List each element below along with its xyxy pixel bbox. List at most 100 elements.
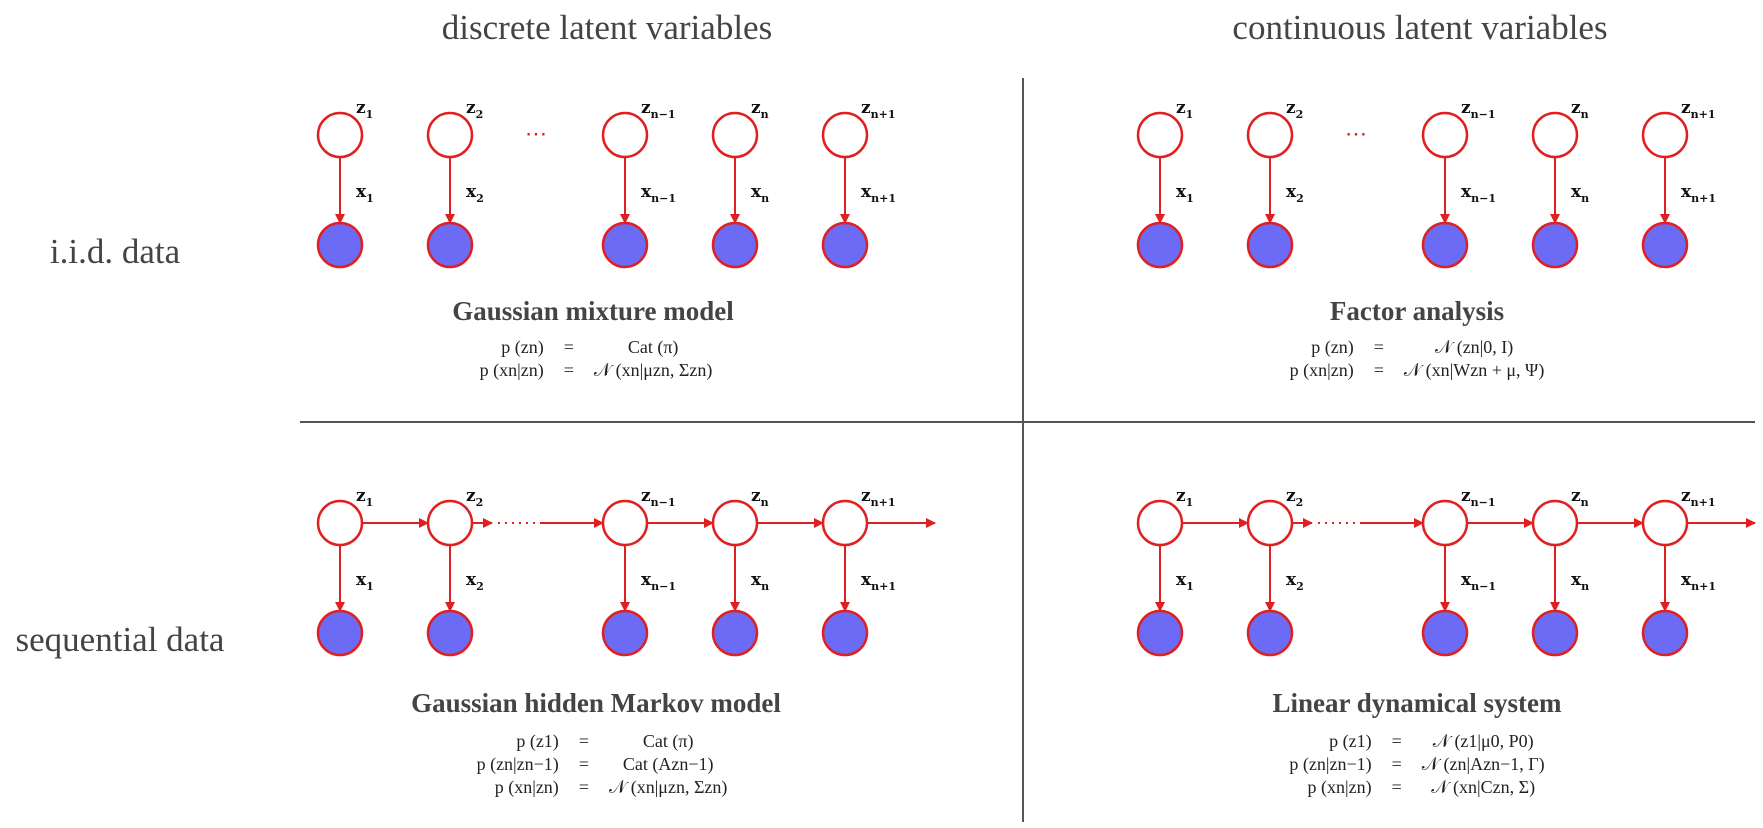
gmm-equations: p (zn) = Cat (π) p (xn|zn) = 𝒩 (xn|μzn, Σzn) xyxy=(474,336,719,382)
equation-rhs: 𝒩 (xn|Czn, Σ) xyxy=(1431,777,1536,797)
equation-lhs: p (z1) xyxy=(1329,731,1372,751)
observed-label: x1 xyxy=(1176,182,1194,205)
latent-label: zn xyxy=(1571,486,1589,509)
equation-rel: = xyxy=(1391,731,1402,751)
latent-label: z2 xyxy=(1286,486,1303,509)
observed-label: x2 xyxy=(1286,570,1304,593)
observed-label: xn xyxy=(751,570,769,593)
latent-node xyxy=(1136,499,1184,547)
equation-rel: = xyxy=(1391,777,1402,797)
equation-lhs: p (z1) xyxy=(516,731,559,751)
observed-node xyxy=(1136,221,1184,269)
latent-node xyxy=(1246,499,1294,547)
observed-node xyxy=(316,221,364,269)
equation-row: p (xn|zn) = 𝒩 (xn|μzn, Σzn) xyxy=(471,776,734,799)
observed-node xyxy=(1641,609,1689,657)
latent-label: zn−1 xyxy=(1461,98,1496,121)
latent-label: z2 xyxy=(1286,98,1303,121)
observed-node xyxy=(1421,221,1469,269)
equation-row: p (z1) = Cat (π) xyxy=(471,730,734,753)
observed-node xyxy=(1136,609,1184,657)
observed-node xyxy=(821,221,869,269)
equation-rel: = xyxy=(1391,754,1402,774)
latent-label: z2 xyxy=(466,98,483,121)
equation-rhs: Cat (π) xyxy=(627,337,679,357)
latent-node xyxy=(601,111,649,159)
observed-label: xn−1 xyxy=(641,182,676,205)
equation-row: p (zn) = 𝒩 (zn|0, I) xyxy=(1284,336,1551,359)
latent-node xyxy=(711,499,759,547)
equation-rhs: 𝒩 (xn|μzn, Σzn) xyxy=(608,777,728,797)
observed-label: x1 xyxy=(1176,570,1194,593)
lds-equations: p (z1) = 𝒩 (z1|μ0, P0) p (zn|zn−1) = 𝒩 (zn|Az… xyxy=(1283,730,1550,799)
equation-row: p (xn|zn) = 𝒩 (xn|μzn, Σzn) xyxy=(474,359,719,382)
observed-label: xn xyxy=(1571,570,1589,593)
equation-row: p (xn|zn) = 𝒩 (xn|Wzn + μ, Ψ) xyxy=(1284,359,1551,382)
latent-label: z2 xyxy=(466,486,483,509)
latent-node xyxy=(1136,111,1184,159)
equation-lhs: p (zn) xyxy=(501,337,544,357)
observed-label: x2 xyxy=(466,182,484,205)
observed-node xyxy=(711,609,759,657)
factor-analysis-graph: ⋯ z1 x1 z2 x2 zn−1 xn−1 zn xn zn+1 xn+1 xyxy=(1120,95,1760,275)
fa-title: Factor analysis xyxy=(1329,296,1505,326)
row-heading-iid: i.i.d. data xyxy=(49,232,181,271)
latent-label: zn+1 xyxy=(1681,98,1716,121)
equation-lhs: p (xn|zn) xyxy=(479,360,544,380)
latent-node xyxy=(1531,499,1579,547)
observed-node xyxy=(426,609,474,657)
column-heading-continuous: continuous latent variables xyxy=(1232,8,1608,47)
equation-lhs: p (zn|zn−1) xyxy=(476,754,559,774)
observed-label: x1 xyxy=(356,182,374,205)
latent-node xyxy=(1641,499,1689,547)
equation-rel: = xyxy=(578,731,589,751)
equation-rel: = xyxy=(578,754,589,774)
latent-label: zn xyxy=(1571,98,1589,121)
latent-node xyxy=(821,499,869,547)
gmm-graph: ⋯ z1 x1 z2 x2 zn−1 xn−1 zn xn zn+1 xn+1 xyxy=(300,95,1020,275)
latent-node xyxy=(1531,111,1579,159)
equation-row: p (zn|zn−1) = Cat (Azn−1) xyxy=(471,753,734,776)
row-heading-sequential: sequential data xyxy=(15,620,225,659)
observed-node xyxy=(1641,221,1689,269)
latent-node xyxy=(1421,499,1469,547)
observed-label: xn−1 xyxy=(1461,570,1496,593)
latent-node xyxy=(316,499,364,547)
latent-label: z1 xyxy=(1176,98,1193,121)
hmm-graph: z1 x1 z2 x2 zn−1 xn−1 zn xn zn+1 xn+1 xyxy=(300,483,1020,663)
latent-label: zn−1 xyxy=(641,98,676,121)
horizontal-divider xyxy=(300,421,1755,423)
equation-rhs: Cat (Azn−1) xyxy=(622,754,714,774)
observed-node xyxy=(1531,609,1579,657)
lds-graph: z1 x1 z2 x2 zn−1 xn−1 zn xn zn+1 xn+1 xyxy=(1120,483,1760,663)
observed-node xyxy=(316,609,364,657)
equation-row: p (zn|zn−1) = 𝒩 (zn|Azn−1, Γ) xyxy=(1283,753,1550,776)
latent-label: zn xyxy=(751,98,769,121)
latent-node xyxy=(426,499,474,547)
observed-node xyxy=(821,609,869,657)
latent-label: zn+1 xyxy=(1681,486,1716,509)
latent-node xyxy=(426,111,474,159)
equation-rhs: 𝒩 (xn|μzn, Σzn) xyxy=(593,360,713,380)
gmm-title: Gaussian mixture model xyxy=(452,296,734,326)
equation-rhs: Cat (π) xyxy=(642,731,694,751)
observed-node xyxy=(601,609,649,657)
observed-label: xn xyxy=(751,182,769,205)
latent-label: z1 xyxy=(356,486,373,509)
observed-label: xn+1 xyxy=(861,570,896,593)
observed-label: x1 xyxy=(356,570,374,593)
hmm-title: Gaussian hidden Markov model xyxy=(411,688,781,718)
equation-row: p (xn|zn) = 𝒩 (xn|Czn, Σ) xyxy=(1283,776,1550,799)
ellipsis: ⋯ xyxy=(525,121,547,146)
latent-node xyxy=(711,111,759,159)
fa-equations: p (zn) = 𝒩 (zn|0, I) p (xn|zn) = 𝒩 (xn|Wzn + … xyxy=(1284,336,1551,382)
observed-label: xn+1 xyxy=(1681,570,1716,593)
observed-label: x2 xyxy=(466,570,484,593)
observed-label: xn+1 xyxy=(861,182,896,205)
equation-rel: = xyxy=(1373,360,1384,380)
latent-label: zn−1 xyxy=(641,486,676,509)
latent-node xyxy=(601,499,649,547)
equation-lhs: p (zn|zn−1) xyxy=(1289,754,1372,774)
equation-rel: = xyxy=(578,777,589,797)
observed-node xyxy=(426,221,474,269)
